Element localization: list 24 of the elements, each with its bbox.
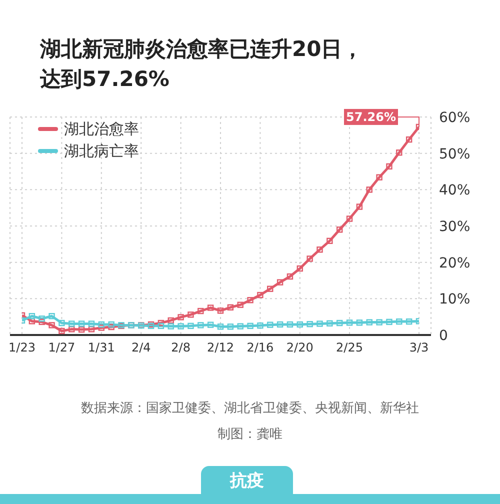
- y-tick-label: 40%: [439, 182, 470, 199]
- legend-label: 湖北病亡率: [64, 141, 139, 162]
- y-tick-label: 10%: [439, 292, 470, 308]
- y-tick-label: 20%: [439, 255, 470, 272]
- x-tick-label: 3/3: [409, 340, 429, 355]
- chart-title: 湖北新冠肺炎治愈率已连升20日，达到57.26%: [40, 36, 364, 93]
- y-tick-label: 0: [439, 328, 448, 344]
- x-tick-label: 2/12: [207, 340, 234, 355]
- legend-label: 湖北治愈率: [64, 119, 139, 140]
- source-note: 数据来源：国家卫健委、湖北省卫健委、央视新闻、新华社: [80, 400, 420, 418]
- x-tick-label: 2/16: [246, 340, 274, 355]
- x-tick-label: 2/25: [336, 340, 363, 355]
- text: 抗疫: [201, 466, 293, 496]
- y-tick-label: 30%: [439, 218, 470, 235]
- text: 制图：龚唯: [216, 426, 284, 444]
- annotation: 57.26%: [346, 110, 396, 124]
- x-tick-label: 2/4: [131, 340, 151, 355]
- x-tick-label: 1/27: [48, 340, 76, 355]
- x-tick-label: 2/20: [286, 340, 314, 355]
- y-tick-label: 60%: [439, 110, 470, 126]
- x-tick-label: 1/31: [88, 340, 115, 355]
- x-tick-label: 2/8: [171, 340, 190, 355]
- x-tick-label: 1/23: [8, 340, 36, 355]
- y-tick-label: 50%: [439, 146, 470, 162]
